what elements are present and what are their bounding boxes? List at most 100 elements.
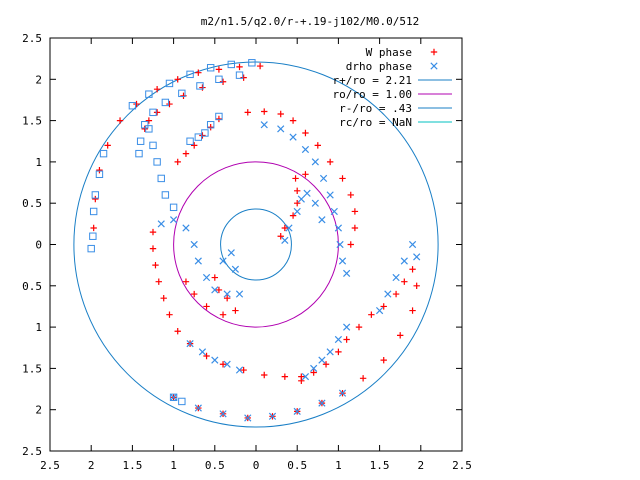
y-tick-label: 1 [35,156,42,169]
data-point [289,133,297,141]
data-point [302,171,309,178]
data-point [248,59,256,67]
x-tick-label: 0 [253,459,260,472]
x-tick-label: 0.5 [287,459,307,472]
data-point [141,121,149,129]
data-point [201,129,209,137]
data-point [186,70,194,79]
data-point [149,108,157,117]
data-point [256,62,264,70]
data-point [166,311,173,318]
data-point [359,375,367,382]
data-point [235,290,244,298]
data-point [145,117,153,124]
x-tick-label: 1 [335,459,342,472]
x-tick-label: 1 [170,459,177,472]
data-point [281,236,289,244]
data-point [260,121,268,129]
legend-marker [430,48,438,56]
data-point [231,265,240,273]
data-point [351,208,359,215]
data-point [375,306,384,315]
data-point [95,170,104,178]
data-point [335,348,342,356]
data-point [194,257,202,265]
data-point [215,112,223,121]
y-tick-label: 1.5 [22,362,42,375]
data-point [401,278,408,285]
data-point [198,348,207,356]
data-point [104,142,111,149]
data-point [347,241,354,248]
y-tick-label: 0.5 [22,280,42,293]
data-point [196,82,204,90]
data-point [355,323,363,331]
data-point [232,307,239,314]
data-point [215,115,223,123]
data-point [223,294,231,302]
data-point [215,75,223,83]
data-point [152,261,159,269]
data-point [301,373,310,381]
data-point [169,216,178,224]
data-point [202,273,211,282]
legend-label: r+/ro = 2.21 [333,74,412,87]
data-point [277,125,285,133]
data-point [153,86,161,93]
data-point [236,63,243,71]
data-point [145,125,153,133]
data-point [191,142,198,149]
data-point [338,257,347,265]
data-point [89,232,97,240]
data-point [161,98,170,107]
data-point [136,137,145,145]
data-point [128,102,137,110]
y-tick-label: 0.5 [22,197,42,210]
x-tick-label: 1.5 [370,459,390,472]
data-point [206,64,215,72]
data-point [392,273,400,282]
data-point [141,125,148,133]
data-point [347,191,354,199]
data-point [293,207,301,216]
reference-circle-0 [73,61,439,428]
data-point [87,244,95,253]
data-point [384,290,392,298]
data-point [301,145,310,154]
data-point [289,117,297,124]
data-point [211,274,218,281]
data-point [174,158,181,166]
data-point [91,191,100,199]
data-point [409,307,416,314]
data-point [368,311,375,318]
y-tick-label: 1.5 [22,115,42,128]
data-point [302,129,309,137]
data-point [174,328,181,335]
data-point [211,356,219,364]
data-point [199,84,206,91]
data-point [240,74,247,81]
data-point [190,240,198,249]
data-point [157,174,165,183]
data-point [318,216,326,224]
data-point [186,137,194,145]
data-point [326,158,334,166]
x-tick-label: 2.5 [452,459,472,472]
data-point [135,149,143,158]
reference-circles [73,61,439,428]
data-point [330,207,338,216]
data-point [92,195,99,203]
data-point [380,356,387,364]
data-point [153,109,161,116]
data-point [227,249,235,257]
data-point [219,410,227,418]
data-point [319,174,328,183]
data-point [169,393,178,401]
data-point [215,286,223,294]
data-point [223,360,231,368]
data-point [219,257,227,265]
data-point [203,303,210,310]
data-point [191,290,198,298]
legend-label: W phase [366,46,412,59]
